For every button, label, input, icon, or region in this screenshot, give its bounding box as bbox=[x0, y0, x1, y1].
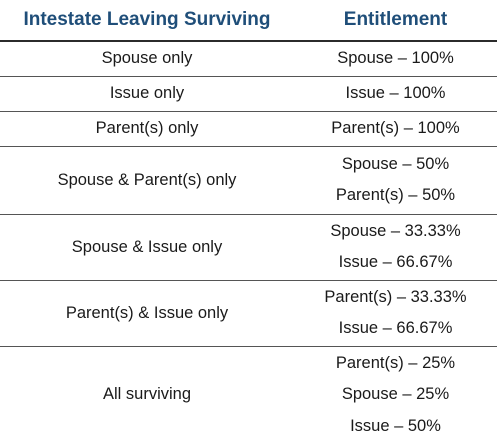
entitlement-cell: Spouse – 33.33% Issue – 66.67% bbox=[294, 214, 497, 280]
surviving-cell: Spouse & Issue only bbox=[71, 237, 223, 256]
entitlement-cell: Parent(s) – 33.33% Issue – 66.67% bbox=[294, 280, 497, 346]
table-body: Spouse only Spouse – 100% Issue only Iss… bbox=[0, 41, 497, 443]
entitlement-cell: Spouse – 50% Parent(s) – 50% bbox=[294, 146, 497, 214]
entitlement-line: Parent(s) – 25% bbox=[335, 353, 456, 372]
entitlement-line: Spouse – 50% bbox=[341, 154, 450, 173]
table-row: Spouse & Issue only Spouse – 33.33% Issu… bbox=[0, 214, 497, 280]
table-row: Parent(s) only Parent(s) – 100% bbox=[0, 111, 497, 146]
entitlement-line: Spouse – 33.33% bbox=[330, 221, 461, 240]
entitlement-line: Spouse – 25% bbox=[341, 385, 450, 403]
entitlement-line: Issue – 66.67% bbox=[338, 319, 453, 337]
table-row: Issue only Issue – 100% bbox=[0, 76, 497, 111]
entitlement-line: Issue – 100% bbox=[345, 83, 446, 102]
entitlement-cell: Parent(s) – 25% Spouse – 25% Issue – 50% bbox=[294, 346, 497, 443]
surviving-cell: Parent(s) & Issue only bbox=[65, 303, 229, 322]
entitlement-line: Parent(s) – 50% bbox=[335, 186, 456, 204]
surviving-cell: All surviving bbox=[102, 385, 192, 404]
surviving-cell: Parent(s) only bbox=[95, 119, 199, 137]
entitlement-cell: Spouse – 100% bbox=[294, 41, 497, 76]
entitlement-line: Issue – 50% bbox=[350, 416, 441, 435]
entitlement-line: Parent(s) – 100% bbox=[331, 118, 460, 137]
entitlement-line: Issue – 66.67% bbox=[338, 253, 453, 271]
header-entitlement: Entitlement bbox=[294, 0, 497, 42]
table-header: Intestate Leaving Surviving Entitlement bbox=[0, 0, 497, 42]
surviving-cell: Spouse & Parent(s) only bbox=[57, 170, 237, 189]
entitlement-cell: Parent(s) – 100% bbox=[294, 111, 497, 146]
table-row: Spouse only Spouse – 100% bbox=[0, 41, 497, 76]
surviving-cell: Issue only bbox=[109, 84, 185, 102]
header-intestate-leaving-surviving: Intestate Leaving Surviving bbox=[0, 0, 294, 42]
header-row: Intestate Leaving Surviving Entitlement bbox=[0, 0, 497, 42]
surviving-cell: Spouse only bbox=[101, 49, 193, 68]
table-row: All surviving Parent(s) – 25% Spouse – 2… bbox=[0, 346, 497, 443]
table-row: Spouse & Parent(s) only Spouse – 50% Par… bbox=[0, 146, 497, 214]
entitlement-line: Spouse – 100% bbox=[337, 49, 454, 67]
table-row: Parent(s) & Issue only Parent(s) – 33.33… bbox=[0, 280, 497, 346]
entitlement-line: Parent(s) – 33.33% bbox=[324, 287, 467, 306]
entitlement-cell: Issue – 100% bbox=[294, 76, 497, 111]
